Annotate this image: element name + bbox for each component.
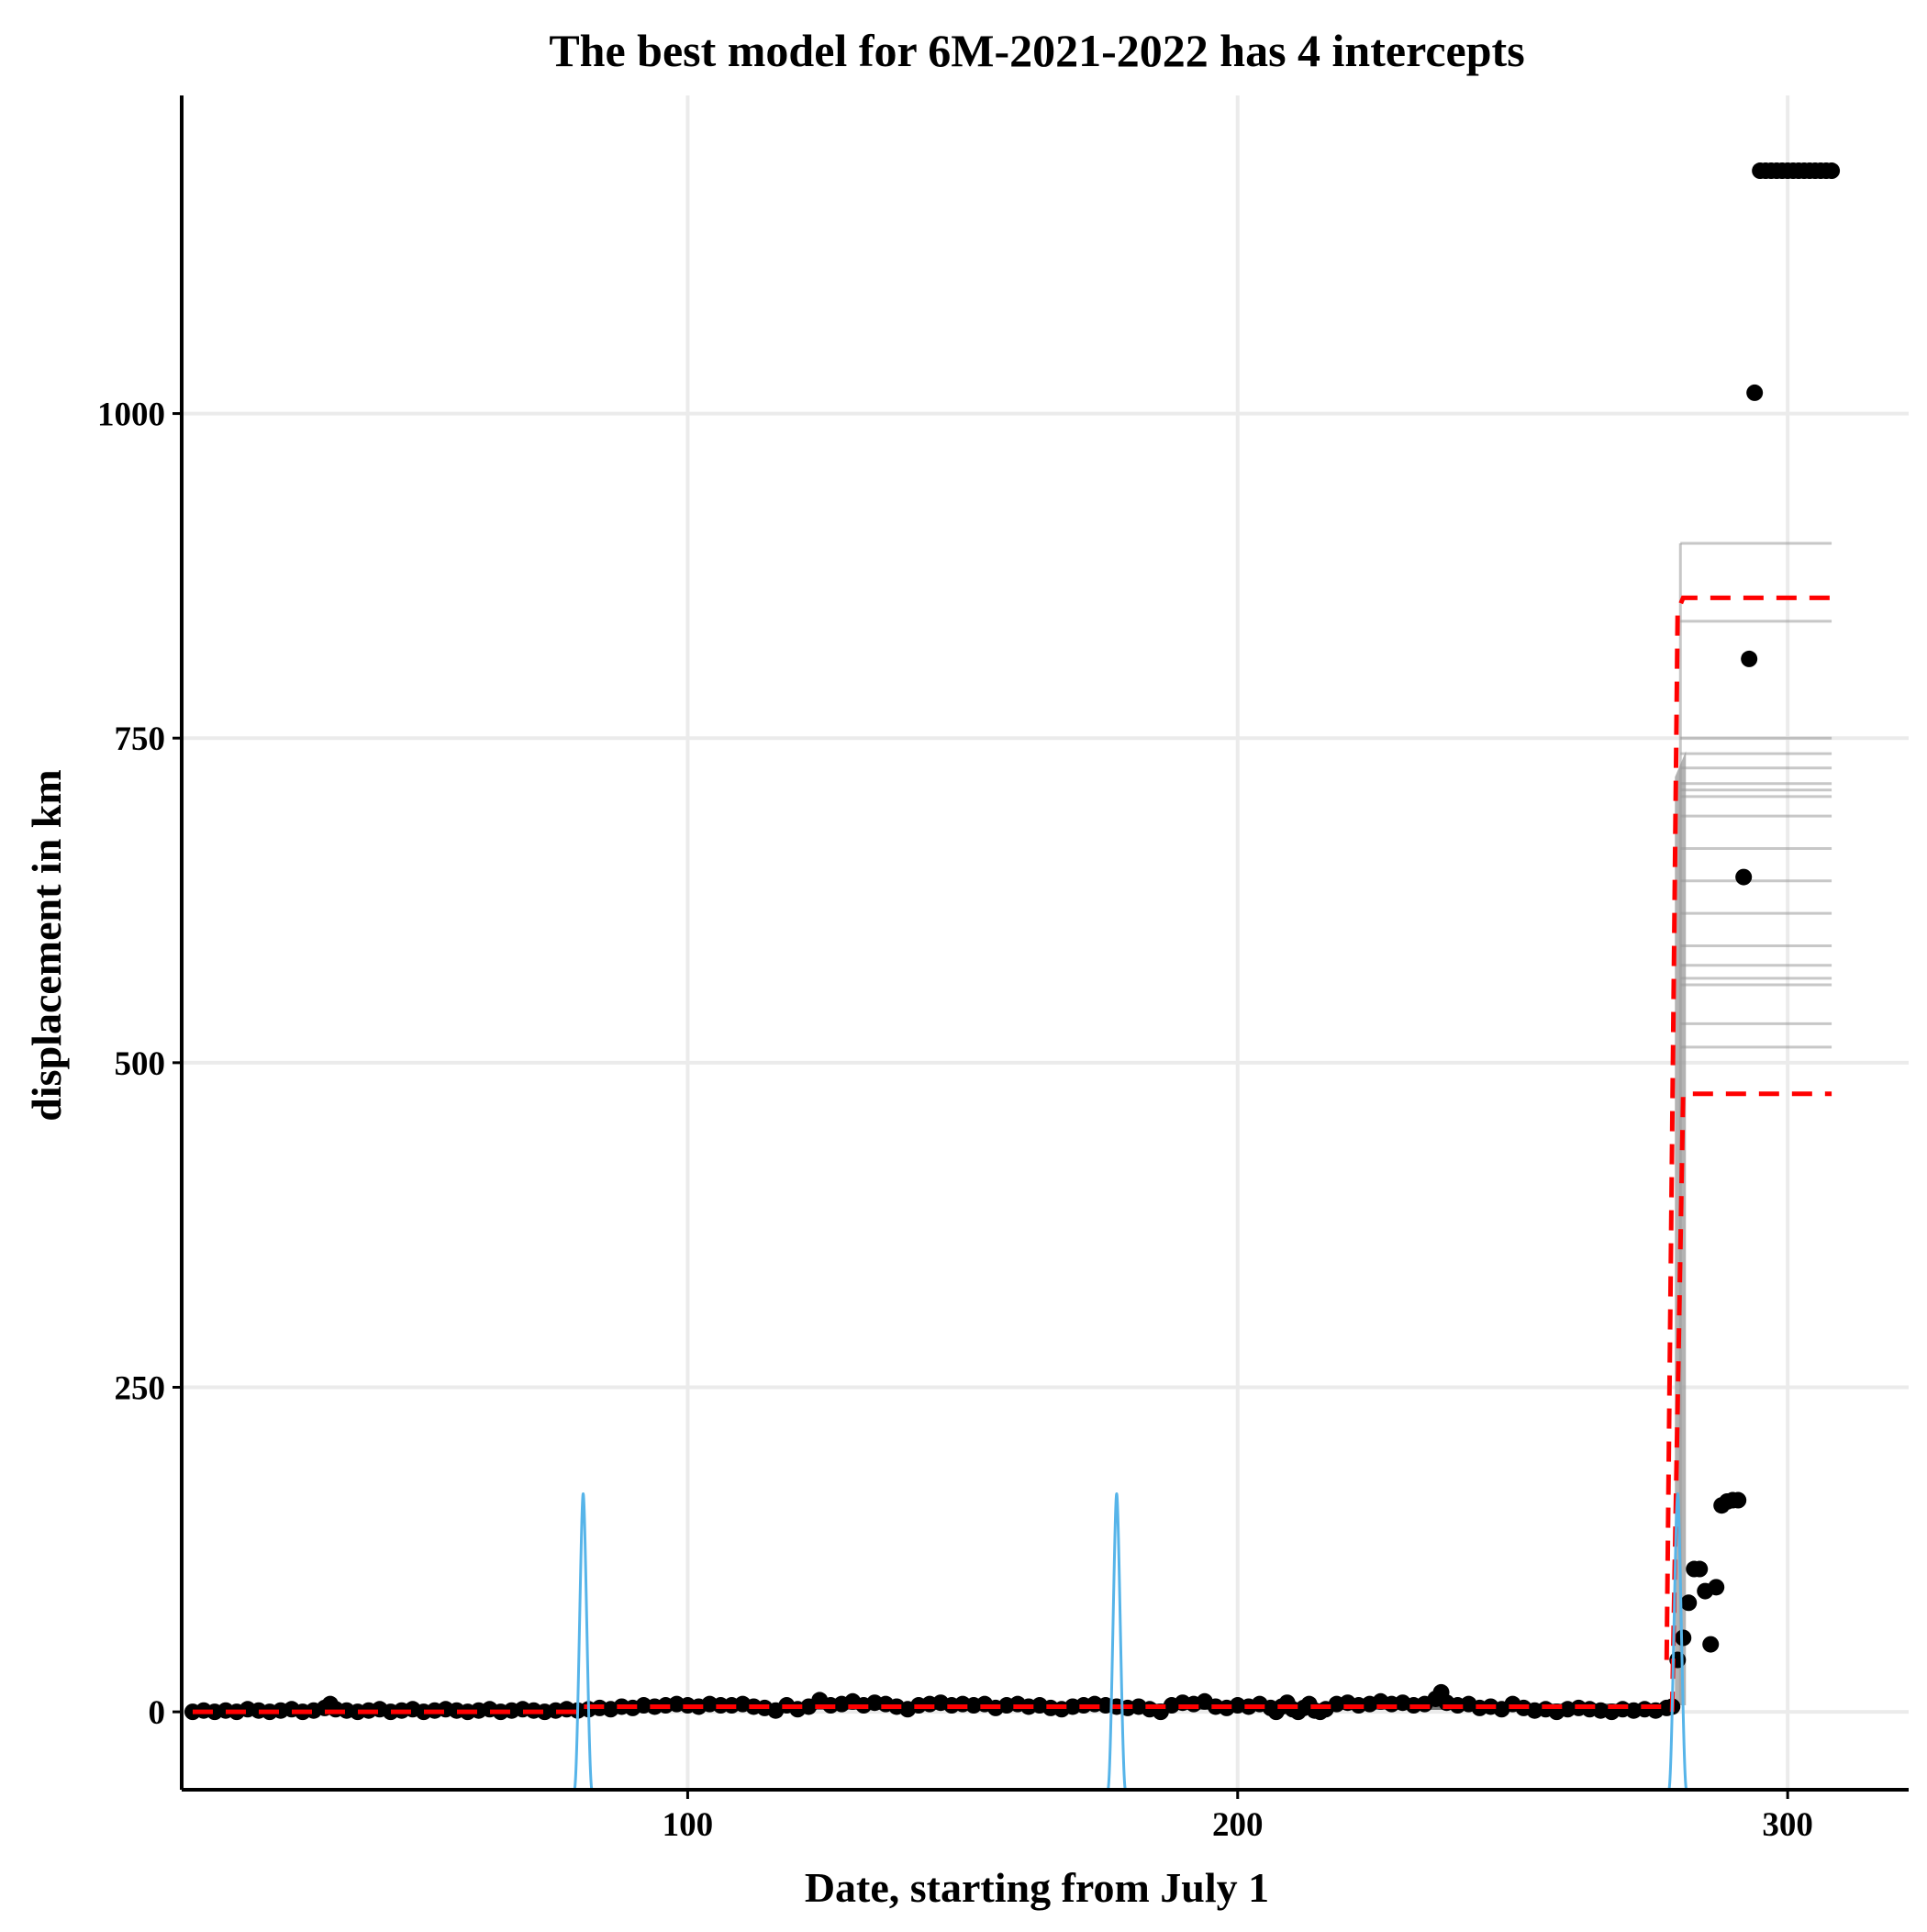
data-point [1680, 1594, 1698, 1612]
data-point [1746, 384, 1764, 401]
y-tick-label: 0 [149, 1694, 166, 1732]
chart-title: The best model for 6M-2021-2022 has 4 in… [549, 25, 1524, 76]
changepoint-density-curve [573, 1491, 594, 1792]
data-point [1735, 868, 1753, 886]
model-fit [192, 595, 1832, 1714]
data-point [1702, 1636, 1720, 1653]
grid-lines [182, 95, 1909, 1790]
data-points [184, 162, 1841, 1721]
y-tick-label: 500 [115, 1045, 166, 1083]
y-tick-label: 1000 [97, 396, 165, 434]
tick-labels: 100 200 300 0 250 500 750 1000 [97, 396, 1813, 1844]
x-tick-label: 100 [663, 1806, 714, 1844]
data-point [1708, 1579, 1725, 1596]
data-point [1741, 650, 1758, 667]
changepoint-density-curve [1106, 1491, 1127, 1792]
model-fit-lower [1669, 1091, 1832, 1713]
changepoint-density [573, 1491, 1688, 1792]
x-axis-title: Date, starting from July 1 [805, 1864, 1269, 1911]
changepoint-density-curve [1667, 1491, 1688, 1792]
data-point [1730, 1491, 1747, 1509]
x-tick-label: 300 [1762, 1806, 1813, 1844]
y-axis-title: displacement in km [23, 769, 70, 1121]
y-tick-label: 250 [115, 1369, 166, 1407]
data-point [1823, 162, 1841, 180]
x-tick-label: 200 [1212, 1806, 1264, 1844]
model-fit-baseline [192, 1703, 1673, 1714]
posterior-draws [192, 542, 1832, 1714]
data-point [1675, 1629, 1692, 1647]
y-tick-label: 750 [115, 720, 166, 758]
axes [173, 95, 1909, 1799]
model-fit-upper [1664, 595, 1832, 1660]
data-point [1691, 1560, 1709, 1578]
